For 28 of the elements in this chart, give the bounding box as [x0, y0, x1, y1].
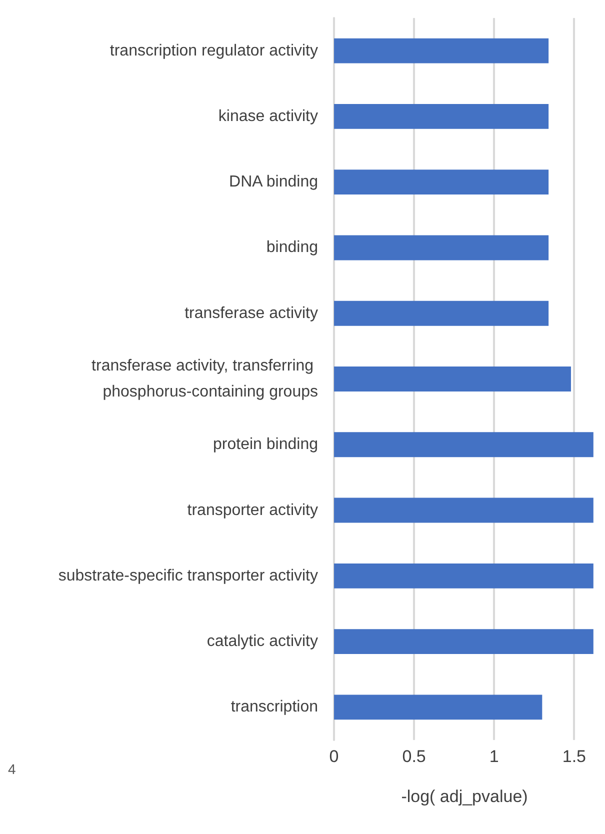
bar	[334, 432, 594, 458]
y-tick-label: transcription	[230, 698, 318, 716]
y-tick-label: transcription regulator activity	[110, 42, 318, 60]
y-tick-label: transporter activity	[187, 502, 318, 519]
bar	[334, 170, 549, 195]
bar	[334, 366, 571, 392]
y-tick-label: substrate-specific transporter activity	[58, 567, 318, 584]
x-tick-label: 1.5	[562, 747, 586, 766]
y-tick-label: DNA binding	[229, 174, 318, 191]
bar	[334, 563, 594, 588]
bar	[334, 694, 542, 720]
y-tick-label: transferase activity	[184, 304, 318, 322]
x-axis-title: -log( adj_pvalue)	[401, 787, 528, 806]
bar	[334, 104, 549, 129]
y-tick-label: catalytic activity	[206, 633, 318, 650]
x-tick-label: 1	[489, 747, 499, 766]
y-tick-label: binding	[266, 239, 318, 256]
x-tick-label: 0	[329, 747, 339, 766]
bar	[334, 38, 549, 64]
bar	[334, 300, 549, 326]
y-tick-label: transferase activity, transferring phosphorus-containing groups	[92, 358, 318, 400]
bar	[334, 629, 594, 654]
x-tick-label: 0.5	[402, 747, 426, 766]
y-tick-label: kinase activity	[218, 108, 318, 125]
text: 4	[8, 761, 16, 777]
y-tick-label: protein binding	[213, 436, 318, 454]
bar	[334, 498, 594, 523]
bar	[334, 235, 549, 260]
